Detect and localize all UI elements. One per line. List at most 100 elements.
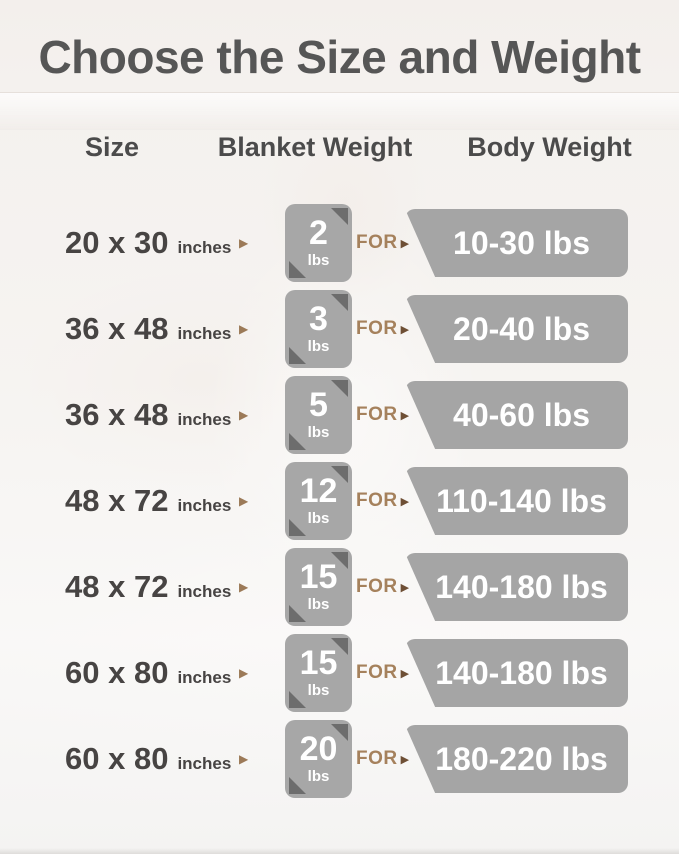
body-weight-badge: 180-220 lbs — [405, 725, 628, 793]
size-unit-label: inches — [177, 324, 232, 343]
for-label: FOR ▶ — [356, 748, 410, 770]
size-unit-label: inches — [177, 410, 232, 429]
table-row: 60 x 80 inches ▶ 15 lbs FOR ▶ 140-180 lb… — [0, 630, 679, 716]
for-text: FOR — [356, 576, 398, 597]
size-unit-label: inches — [177, 238, 232, 257]
column-header-size: Size — [84, 132, 140, 162]
page-title: Choose the Size and Weight — [38, 31, 641, 83]
table-row: 36 x 48 inches ▶ 3 lbs FOR ▶ 20-40 lbs — [0, 286, 679, 372]
blanket-weight-value: 12 — [299, 472, 338, 510]
size-unit-label: inches — [177, 496, 232, 515]
size-value: 48 x 72 inches — [65, 483, 231, 519]
blanket-weight-value: 2 — [309, 214, 328, 252]
size-dimensions: 60 x 80 — [65, 741, 169, 776]
folded-corner-icon — [331, 294, 348, 311]
for-text: FOR — [356, 748, 398, 769]
right-arrow-icon: ▶ — [400, 495, 410, 508]
size-table: 20 x 30 inches ▶ 2 lbs FOR ▶ 10-30 lbs 3… — [0, 200, 679, 802]
right-arrow-icon: ▶ — [400, 753, 410, 766]
right-arrow-icon: ▶ — [239, 408, 249, 422]
right-arrow-icon: ▶ — [239, 752, 249, 766]
blanket-weight-unit: lbs — [307, 768, 330, 785]
folded-corner-icon — [289, 433, 306, 450]
for-label: FOR ▶ — [356, 662, 410, 684]
size-dimensions: 48 x 72 — [65, 483, 169, 518]
body-weight-badge: 140-180 lbs — [405, 639, 628, 707]
right-arrow-icon: ▶ — [239, 322, 249, 336]
body-weight-badge: 110-140 lbs — [405, 467, 628, 535]
body-weight-badge: 140-180 lbs — [405, 553, 628, 621]
folded-corner-icon — [289, 777, 306, 794]
folded-corner-icon — [331, 380, 348, 397]
body-weight-badge: 20-40 lbs — [405, 295, 628, 363]
for-label: FOR ▶ — [356, 232, 410, 254]
blanket-weight-unit: lbs — [307, 252, 330, 269]
column-header-body-weight: Body Weight — [467, 132, 632, 162]
size-unit-label: inches — [177, 754, 232, 773]
right-arrow-icon: ▶ — [239, 666, 249, 680]
photo-bottom-shadow — [0, 848, 679, 854]
for-text: FOR — [356, 232, 398, 253]
for-label: FOR ▶ — [356, 490, 410, 512]
table-row: 36 x 48 inches ▶ 5 lbs FOR ▶ 40-60 lbs — [0, 372, 679, 458]
for-text: FOR — [356, 404, 398, 425]
blanket-weight-unit: lbs — [307, 338, 330, 355]
blanket-weight-badge: 3 lbs — [285, 290, 352, 368]
size-value: 60 x 80 inches — [65, 741, 231, 777]
folded-corner-icon — [289, 519, 306, 536]
right-arrow-icon: ▶ — [400, 323, 410, 336]
right-arrow-icon: ▶ — [400, 581, 410, 594]
blanket-weight-value: 5 — [309, 386, 328, 424]
body-weight-badge: 10-30 lbs — [405, 209, 628, 277]
right-arrow-icon: ▶ — [239, 236, 249, 250]
right-arrow-icon: ▶ — [239, 494, 249, 508]
size-dimensions: 36 x 48 — [65, 311, 169, 346]
size-dimensions: 20 x 30 — [65, 225, 169, 260]
size-unit-label: inches — [177, 668, 232, 687]
for-text: FOR — [356, 318, 398, 339]
blanket-weight-value: 20 — [299, 730, 338, 768]
table-row: 60 x 80 inches ▶ 20 lbs FOR ▶ 180-220 lb… — [0, 716, 679, 802]
right-arrow-icon: ▶ — [400, 409, 410, 422]
folded-corner-icon — [289, 261, 306, 278]
blanket-weight-badge: 20 lbs — [285, 720, 352, 798]
blanket-weight-value: 3 — [309, 300, 328, 338]
headboard-band — [0, 92, 679, 130]
size-unit-label: inches — [177, 582, 232, 601]
blanket-weight-badge: 2 lbs — [285, 204, 352, 282]
right-arrow-icon: ▶ — [400, 667, 410, 680]
blanket-weight-unit: lbs — [307, 424, 330, 441]
blanket-weight-unit: lbs — [307, 510, 330, 527]
blanket-weight-unit: lbs — [307, 596, 330, 613]
for-label: FOR ▶ — [356, 318, 410, 340]
blanket-weight-badge: 12 lbs — [285, 462, 352, 540]
size-value: 36 x 48 inches — [65, 311, 231, 347]
size-value: 48 x 72 inches — [65, 569, 231, 605]
right-arrow-icon: ▶ — [239, 580, 249, 594]
blanket-weight-value: 15 — [299, 644, 338, 682]
size-value: 60 x 80 inches — [65, 655, 231, 691]
body-weight-badge: 40-60 lbs — [405, 381, 628, 449]
folded-corner-icon — [289, 691, 306, 708]
size-dimensions: 60 x 80 — [65, 655, 169, 690]
blanket-weight-badge: 15 lbs — [285, 548, 352, 626]
column-header-blanket-weight: Blanket Weight — [217, 132, 413, 162]
for-label: FOR ▶ — [356, 404, 410, 426]
folded-corner-icon — [289, 347, 306, 364]
right-arrow-icon: ▶ — [400, 237, 410, 250]
size-value: 36 x 48 inches — [65, 397, 231, 433]
blanket-weight-badge: 15 lbs — [285, 634, 352, 712]
size-value: 20 x 30 inches — [65, 225, 231, 261]
blanket-weight-badge: 5 lbs — [285, 376, 352, 454]
for-text: FOR — [356, 490, 398, 511]
table-row: 48 x 72 inches ▶ 12 lbs FOR ▶ 110-140 lb… — [0, 458, 679, 544]
blanket-weight-value: 15 — [299, 558, 338, 596]
folded-corner-icon — [331, 208, 348, 225]
blanket-weight-unit: lbs — [307, 682, 330, 699]
for-text: FOR — [356, 662, 398, 683]
table-row: 48 x 72 inches ▶ 15 lbs FOR ▶ 140-180 lb… — [0, 544, 679, 630]
size-dimensions: 36 x 48 — [65, 397, 169, 432]
size-dimensions: 48 x 72 — [65, 569, 169, 604]
table-row: 20 x 30 inches ▶ 2 lbs FOR ▶ 10-30 lbs — [0, 200, 679, 286]
